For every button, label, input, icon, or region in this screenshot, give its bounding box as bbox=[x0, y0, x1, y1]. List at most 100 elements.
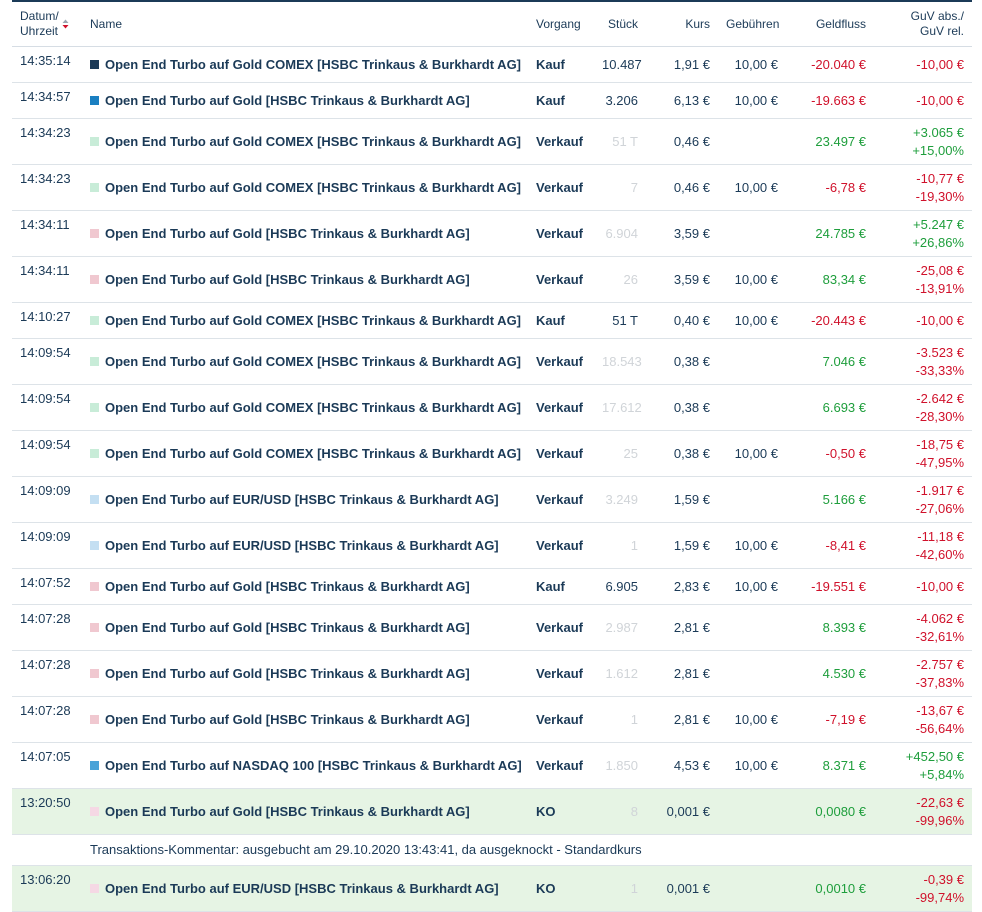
vorgang: Kauf bbox=[528, 46, 594, 83]
vorgang: Verkauf bbox=[528, 256, 594, 303]
column-header: Stück bbox=[594, 0, 646, 47]
instrument-name[interactable]: Open End Turbo auf Gold COMEX [HSBC Trin… bbox=[105, 312, 522, 328]
guv-abs: -0,39 € bbox=[923, 871, 964, 887]
transaction-row: 14:34:11 Open End Turbo auf Gold [HSBC Tr… bbox=[12, 210, 972, 257]
vorgang: KO bbox=[528, 865, 594, 912]
gebuehren-empty bbox=[718, 604, 786, 651]
guv-abs: -10,00 € bbox=[916, 312, 964, 328]
column-header[interactable]: Datum/Uhrzeit bbox=[12, 0, 82, 47]
instrument-name[interactable]: Open End Turbo auf Gold [HSBC Trinkaus &… bbox=[105, 711, 470, 727]
guv-abs: -2.642 € bbox=[916, 390, 964, 406]
instrument-name[interactable]: Open End Turbo auf Gold [HSBC Trinkaus &… bbox=[105, 92, 470, 108]
guv-abs: +3.065 € bbox=[913, 124, 964, 140]
geldfluss: -8,41 € bbox=[786, 522, 874, 569]
name-cell: Open End Turbo auf Gold COMEX [HSBC Trin… bbox=[82, 430, 528, 477]
kurs: 0,46 € bbox=[646, 118, 718, 165]
guv-abs: -25,08 € bbox=[916, 262, 964, 278]
guv-cell: -13,67 € -56,64% bbox=[874, 696, 972, 743]
instrument-name[interactable]: Open End Turbo auf EUR/USD [HSBC Trinkau… bbox=[105, 537, 499, 553]
vorgang: Kauf bbox=[528, 568, 594, 605]
kurs: 0,46 € bbox=[646, 164, 718, 211]
geldfluss: 8.371 € bbox=[786, 742, 874, 789]
guv-cell: -10,00 € bbox=[874, 302, 972, 339]
geldfluss: 23.497 € bbox=[786, 118, 874, 165]
guv-cell: -10,77 € -19,30% bbox=[874, 164, 972, 211]
guv-abs: -11,18 € bbox=[917, 528, 964, 544]
guv-abs: -1.917 € bbox=[916, 482, 964, 498]
column-header: Kurs bbox=[646, 0, 718, 47]
time: 14:34:23 bbox=[12, 118, 82, 165]
gebuehren: 10,00 € bbox=[718, 742, 786, 789]
name-cell: Open End Turbo auf Gold [HSBC Trinkaus &… bbox=[82, 604, 528, 651]
vorgang: Verkauf bbox=[528, 696, 594, 743]
table-body: 14:35:14 Open End Turbo auf Gold COMEX [H… bbox=[12, 46, 972, 912]
stueck: 10.487 bbox=[594, 46, 646, 83]
vorgang: Verkauf bbox=[528, 338, 594, 385]
transaction-row: 14:09:09 Open End Turbo auf EUR/USD [HSBC… bbox=[12, 522, 972, 569]
instrument-name[interactable]: Open End Turbo auf Gold [HSBC Trinkaus &… bbox=[105, 578, 470, 594]
guv-cell: -1.917 € -27,06% bbox=[874, 476, 972, 523]
instrument-name[interactable]: Open End Turbo auf Gold COMEX [HSBC Trin… bbox=[105, 179, 522, 195]
color-marker bbox=[90, 402, 99, 412]
instrument-name[interactable]: Open End Turbo auf Gold COMEX [HSBC Trin… bbox=[105, 353, 522, 369]
instrument-name[interactable]: Open End Turbo auf Gold [HSBC Trinkaus &… bbox=[105, 225, 470, 241]
sort-icon[interactable] bbox=[62, 19, 69, 29]
time: 13:20:50 bbox=[12, 788, 82, 835]
transaction-row: 13:20:50 Open End Turbo auf Gold [HSBC Tr… bbox=[12, 788, 972, 835]
vorgang: Verkauf bbox=[528, 210, 594, 257]
color-marker bbox=[90, 581, 99, 591]
instrument-name[interactable]: Open End Turbo auf NASDAQ 100 [HSBC Trin… bbox=[105, 757, 522, 773]
vorgang: Verkauf bbox=[528, 522, 594, 569]
guv-cell: +5.247 € +26,86% bbox=[874, 210, 972, 257]
name-cell: Open End Turbo auf NASDAQ 100 [HSBC Trin… bbox=[82, 742, 528, 789]
stueck: 1.850 bbox=[594, 742, 646, 789]
gebuehren: 10,00 € bbox=[718, 82, 786, 119]
gebuehren: 10,00 € bbox=[718, 568, 786, 605]
transaction-row: 14:07:28 Open End Turbo auf Gold [HSBC Tr… bbox=[12, 696, 972, 743]
header-label: Datum/ bbox=[20, 9, 59, 23]
gebuehren-empty bbox=[718, 650, 786, 697]
time: 14:09:54 bbox=[12, 338, 82, 385]
gebuehren-empty bbox=[718, 865, 786, 912]
instrument-name[interactable]: Open End Turbo auf Gold COMEX [HSBC Trin… bbox=[105, 133, 522, 149]
stueck: 18.543 bbox=[594, 338, 646, 385]
instrument-name[interactable]: Open End Turbo auf Gold [HSBC Trinkaus &… bbox=[105, 665, 470, 681]
guv-rel: -19,30% bbox=[915, 188, 964, 204]
instrument-name[interactable]: Open End Turbo auf Gold [HSBC Trinkaus &… bbox=[105, 619, 470, 635]
instrument-name[interactable]: Open End Turbo auf Gold [HSBC Trinkaus &… bbox=[105, 271, 470, 287]
header-label: Stück bbox=[607, 16, 638, 31]
name-cell: Open End Turbo auf Gold COMEX [HSBC Trin… bbox=[82, 384, 528, 431]
name-cell: Open End Turbo auf Gold [HSBC Trinkaus &… bbox=[82, 256, 528, 303]
stueck: 7 bbox=[594, 164, 646, 211]
color-marker bbox=[90, 448, 99, 458]
instrument-name[interactable]: Open End Turbo auf EUR/USD [HSBC Trinkau… bbox=[105, 880, 499, 896]
gebuehren-empty bbox=[718, 210, 786, 257]
guv-rel: -37,83% bbox=[915, 674, 964, 690]
gebuehren: 10,00 € bbox=[718, 522, 786, 569]
geldfluss: -19.663 € bbox=[786, 82, 874, 119]
instrument-name[interactable]: Open End Turbo auf EUR/USD [HSBC Trinkau… bbox=[105, 491, 499, 507]
stueck: 8 bbox=[594, 788, 646, 835]
instrument-name[interactable]: Open End Turbo auf Gold [HSBC Trinkaus &… bbox=[105, 803, 470, 819]
guv-rel: +15,00% bbox=[912, 142, 964, 158]
instrument-name[interactable]: Open End Turbo auf Gold COMEX [HSBC Trin… bbox=[105, 56, 522, 72]
guv-abs: -10,00 € bbox=[916, 92, 964, 108]
gebuehren-empty bbox=[718, 384, 786, 431]
geldfluss: 7.046 € bbox=[786, 338, 874, 385]
stueck: 3.249 bbox=[594, 476, 646, 523]
guv-rel: -32,61% bbox=[915, 628, 964, 644]
instrument-name[interactable]: Open End Turbo auf Gold COMEX [HSBC Trin… bbox=[105, 445, 522, 461]
guv-abs: -22,63 € bbox=[916, 794, 964, 810]
stueck: 3.206 bbox=[594, 82, 646, 119]
header-text: GuV abs./GuV rel. bbox=[911, 9, 964, 39]
kurs: 6,13 € bbox=[646, 82, 718, 119]
instrument-name[interactable]: Open End Turbo auf Gold COMEX [HSBC Trin… bbox=[105, 399, 522, 415]
color-marker bbox=[90, 883, 99, 893]
geldfluss: -7,19 € bbox=[786, 696, 874, 743]
guv-abs: -3.523 € bbox=[916, 344, 964, 360]
time: 14:35:14 bbox=[12, 46, 82, 83]
guv-abs: -13,67 € bbox=[916, 702, 964, 718]
name-cell: Open End Turbo auf Gold [HSBC Trinkaus &… bbox=[82, 696, 528, 743]
column-header: GuV abs./GuV rel. bbox=[874, 0, 972, 47]
guv-cell: -2.757 € -37,83% bbox=[874, 650, 972, 697]
